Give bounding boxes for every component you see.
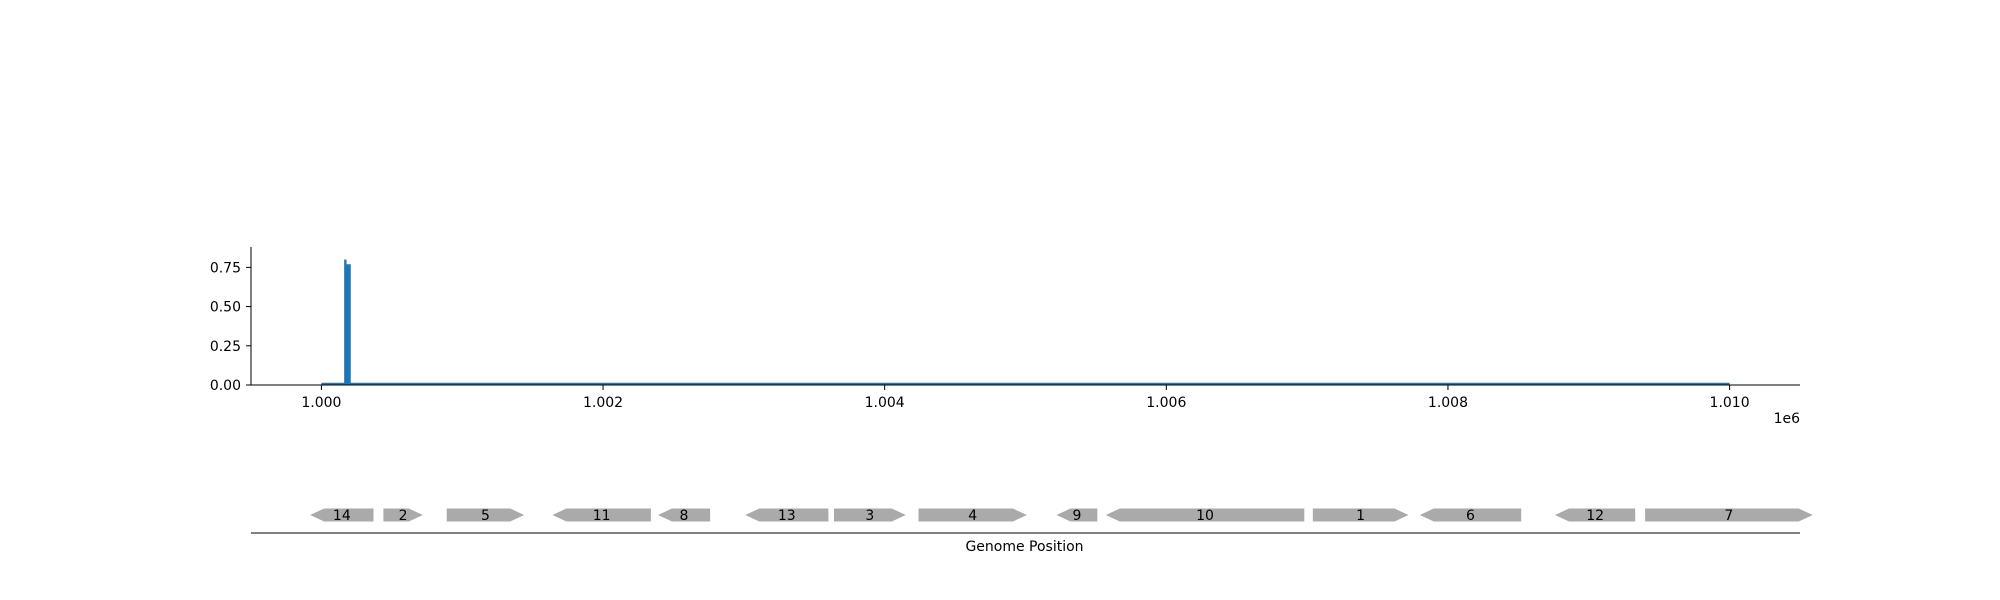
x-ticks: 1.000 1.002 1.004 1.006 1.008 1.010 [301, 385, 1750, 411]
x-offset-label: 1e6 [1774, 411, 1801, 427]
y-tick-label: 0.50 [210, 300, 241, 316]
gene-label: 8 [680, 508, 689, 524]
y-tick-label: 0.25 [210, 339, 241, 355]
gene-arrow [658, 508, 711, 522]
gene-arrow [918, 508, 1027, 522]
y-ticks: 0.00 0.25 0.50 0.75 [210, 260, 251, 394]
gene-label: 12 [1586, 508, 1604, 524]
gene-label: 11 [593, 508, 611, 524]
gene-arrow [1056, 508, 1098, 522]
x-tick-label: 1.000 [301, 395, 341, 411]
gene-arrow [745, 508, 829, 522]
gene-arrow [1105, 508, 1305, 522]
gene-arrow [834, 508, 906, 522]
x-tick-label: 1.004 [865, 395, 905, 411]
gene-label: 1 [1356, 508, 1365, 524]
gene-arrow [310, 508, 374, 522]
gene-label: 2 [399, 508, 408, 524]
gene-arrow [1312, 508, 1409, 522]
signal-bar [348, 264, 351, 385]
gene-arrow [552, 508, 651, 522]
gene-panel: 14 2 5 11 8 13 3 4 9 10 1 6 12 7 Genome Position [251, 508, 1813, 555]
y-tick-label: 0.00 [210, 378, 241, 394]
signal-bar [344, 259, 347, 385]
gene-arrows: 14 2 5 11 8 13 3 4 9 10 1 6 12 7 [310, 508, 1813, 524]
gene-label: 14 [333, 508, 351, 524]
gene-arrow [1419, 508, 1522, 522]
gene-label: 10 [1196, 508, 1214, 524]
gene-arrow [1645, 508, 1813, 522]
x-tick-label: 1.010 [1710, 395, 1750, 411]
signal-bars [344, 259, 351, 385]
gene-label: 4 [968, 508, 977, 524]
gene-label: 6 [1466, 508, 1475, 524]
x-tick-label: 1.002 [583, 395, 623, 411]
gene-arrow [383, 508, 423, 522]
gene-arrow [1555, 508, 1636, 522]
gene-label: 3 [865, 508, 874, 524]
signal-panel: 0.000.250.500.75 1.000 1.002 1.004 1.006 1.0… [210, 247, 1800, 427]
gene-label: 7 [1724, 508, 1733, 524]
x-tick-label: 1.006 [1146, 395, 1186, 411]
gene-arrow [446, 508, 525, 522]
gene-label: 5 [481, 508, 490, 524]
gene-label: 13 [778, 508, 796, 524]
x-tick-label: 1.008 [1428, 395, 1468, 411]
signal-bar [346, 264, 349, 385]
x-axis-title: Genome Position [965, 539, 1083, 555]
y-tick-label: 0.75 [210, 260, 241, 276]
gene-label: 9 [1072, 508, 1081, 524]
